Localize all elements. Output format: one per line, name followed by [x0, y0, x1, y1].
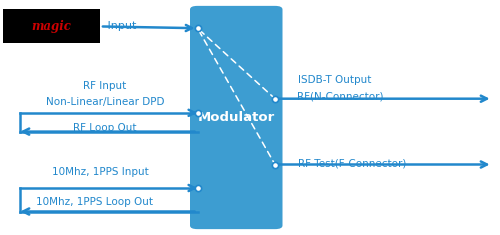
Text: RF Test(F-Connector): RF Test(F-Connector)	[298, 158, 406, 168]
Text: Modulator: Modulator	[198, 111, 275, 124]
Text: 10Mhz, 1PPS Loop Out: 10Mhz, 1PPS Loop Out	[36, 197, 154, 207]
Text: ISDB-T Output: ISDB-T Output	[298, 75, 371, 85]
Text: RF Loop Out: RF Loop Out	[73, 123, 137, 133]
FancyBboxPatch shape	[190, 6, 282, 229]
Text: RF Input: RF Input	[84, 81, 126, 91]
Text: Input: Input	[104, 21, 136, 31]
FancyBboxPatch shape	[2, 9, 100, 43]
Text: magic: magic	[32, 20, 71, 33]
Text: Non-Linear/Linear DPD: Non-Linear/Linear DPD	[46, 97, 164, 107]
Text: RF(N-Connector): RF(N-Connector)	[298, 91, 384, 101]
Text: 10Mhz, 1PPS Input: 10Mhz, 1PPS Input	[52, 167, 148, 176]
